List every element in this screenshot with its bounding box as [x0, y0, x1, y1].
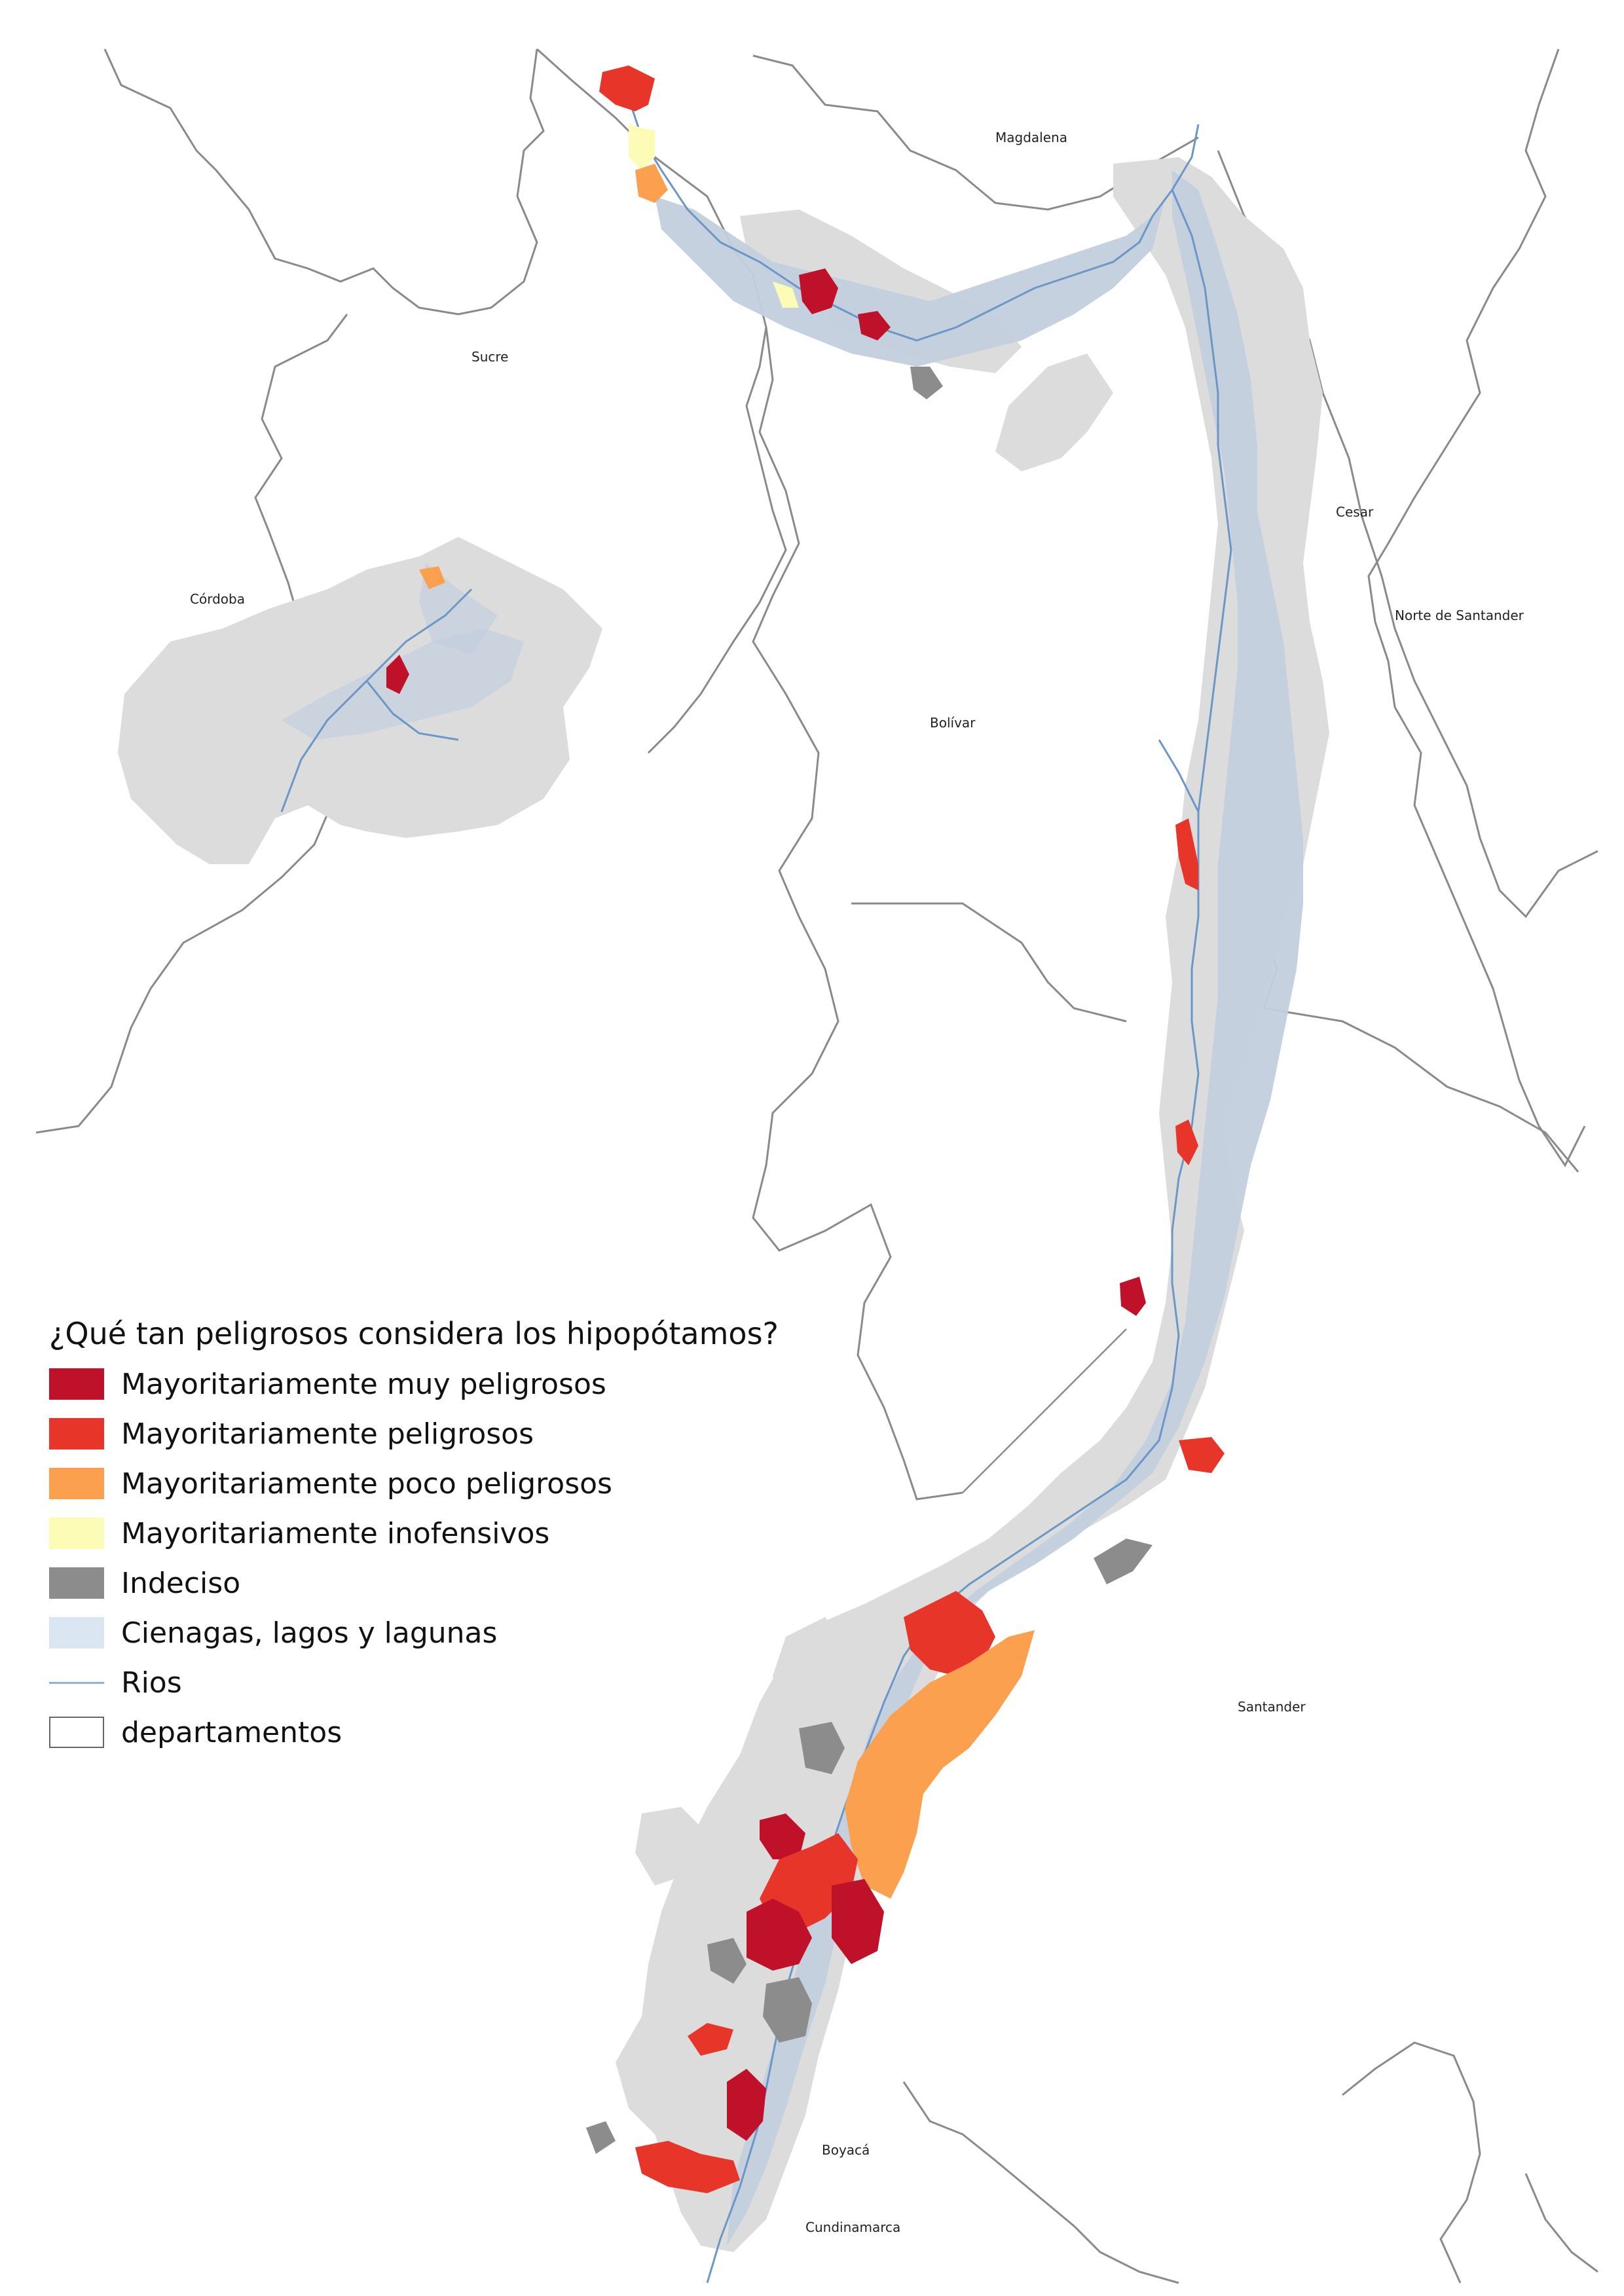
- dept-label-boyaca: Boyacá: [822, 2142, 870, 2158]
- legend-swatch: [49, 1667, 104, 1698]
- poly-indeciso: [910, 367, 943, 399]
- dept-label-cesar: Cesar: [1336, 504, 1374, 520]
- poly-peligrosos: [1175, 1120, 1198, 1165]
- poly-indeciso: [586, 2121, 616, 2154]
- legend-label: Rios: [121, 1666, 182, 1700]
- poly-indeciso: [799, 1722, 845, 1774]
- legend-label: Indeciso: [121, 1566, 241, 1600]
- poly-inofensivos: [773, 282, 799, 308]
- poly-muy-peligrosos: [747, 1899, 812, 1971]
- poly-poco-peligrosos: [419, 566, 445, 589]
- legend-item: Indeciso: [49, 1558, 779, 1608]
- legend-item: Rios: [49, 1658, 779, 1707]
- poly-muy-peligrosos: [832, 1879, 884, 1964]
- legend-item: Mayoritariamente inofensivos: [49, 1508, 779, 1558]
- poly-indeciso: [1094, 1539, 1153, 1584]
- legend-swatch: [49, 1418, 104, 1449]
- category-polygons: [386, 65, 1225, 2193]
- poly-muy-peligrosos: [760, 1813, 805, 1859]
- legend-swatch: [49, 1567, 104, 1599]
- dept-label-santander: Santander: [1238, 1699, 1306, 1715]
- legend-title: ¿Qué tan peligrosos considera los hipopó…: [49, 1316, 779, 1351]
- poly-inofensivos: [629, 124, 655, 170]
- poly-muy-peligrosos: [799, 268, 838, 314]
- legend-item: departamentos: [49, 1707, 779, 1757]
- legend-label: Mayoritariamente muy peligrosos: [121, 1367, 606, 1401]
- poly-peligrosos: [599, 65, 655, 111]
- legend-swatch: [49, 1717, 104, 1748]
- legend-item: Cienagas, lagos y lagunas: [49, 1608, 779, 1658]
- legend-label: departamentos: [121, 1715, 342, 1749]
- poly-poco-peligrosos: [635, 164, 668, 203]
- poly-peligrosos: [904, 1591, 995, 1676]
- legend-label: Mayoritariamente inofensivos: [121, 1516, 550, 1550]
- legend-swatch: [49, 1617, 104, 1649]
- poly-peligrosos: [635, 2141, 740, 2193]
- legend-item: Mayoritariamente muy peligrosos: [49, 1359, 779, 1409]
- dept-label-bolivar: Bolívar: [930, 715, 976, 731]
- poly-muy-peligrosos: [386, 655, 409, 694]
- poly-muy-peligrosos: [858, 311, 891, 340]
- legend: ¿Qué tan peligrosos considera los hipopó…: [49, 1316, 779, 1757]
- poly-muy-peligrosos: [1120, 1277, 1146, 1316]
- municipalities-base: [118, 157, 1329, 2252]
- poly-muy-peligrosos: [727, 2069, 766, 2141]
- dept-label-magdalena: Magdalena: [995, 130, 1067, 145]
- legend-swatch: [49, 1368, 104, 1400]
- callout-line: [962, 1328, 1127, 1493]
- poly-peligrosos: [1175, 818, 1198, 890]
- legend-label: Cienagas, lagos y lagunas: [121, 1616, 498, 1650]
- legend-item: Mayoritariamente peligrosos: [49, 1409, 779, 1459]
- legend-swatch: [49, 1468, 104, 1499]
- poly-indeciso: [763, 1977, 812, 2043]
- legend-swatch: [49, 1518, 104, 1549]
- poly-peligrosos: [1179, 1437, 1225, 1473]
- poly-indeciso: [707, 1938, 747, 1984]
- poly-poco-peligrosos: [845, 1630, 1035, 1899]
- dept-label-cordoba: Córdoba: [190, 591, 245, 607]
- dept-label-sucre: Sucre: [471, 349, 509, 365]
- dept-label-norte-santander: Norte de Santander: [1395, 608, 1524, 623]
- legend-label: Mayoritariamente poco peligrosos: [121, 1467, 612, 1501]
- legend-item: Mayoritariamente poco peligrosos: [49, 1459, 779, 1508]
- poly-peligrosos: [688, 2023, 733, 2056]
- legend-label: Mayoritariamente peligrosos: [121, 1417, 534, 1451]
- dept-label-cundinamarca: Cundinamarca: [805, 2219, 901, 2235]
- legend-items: Mayoritariamente muy peligrosos Mayoritar…: [49, 1359, 779, 1757]
